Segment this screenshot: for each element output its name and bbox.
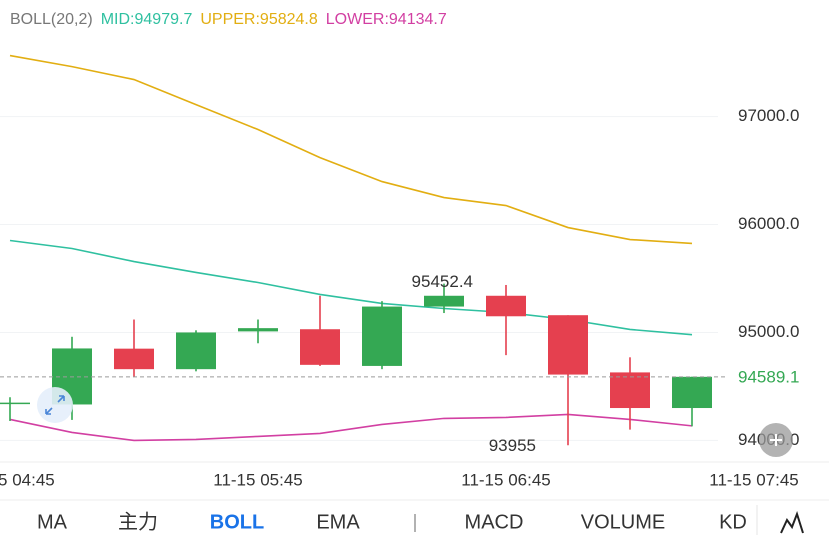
last-price-label: 94589.1 xyxy=(738,367,799,386)
y-tick-label: 96000.0 xyxy=(738,214,799,233)
reset-button[interactable] xyxy=(759,423,793,457)
candle-body xyxy=(238,328,278,332)
indicator-tab[interactable]: BOLL xyxy=(210,511,264,533)
candle-body xyxy=(672,376,712,409)
draw-tool-button[interactable] xyxy=(780,510,804,534)
max-price-label: 95452.4 xyxy=(412,272,473,291)
legend-value: 95824.8 xyxy=(260,11,318,28)
expand-button[interactable] xyxy=(37,387,73,423)
x-tick-label: 11-15 07:45 xyxy=(709,470,798,489)
x-tick-label: 11-15 05:45 xyxy=(213,470,302,489)
legend-name: MID: xyxy=(101,11,135,28)
indicator-legend: BOLL(20,2) MID:94979.7 UPPER:95824.8 LOWER:… xyxy=(10,11,447,28)
x-tick-label: 11-15 04:45 xyxy=(0,470,55,489)
indicator-tab[interactable]: EMA xyxy=(316,511,360,533)
candle-body xyxy=(0,402,30,405)
candle-body xyxy=(486,295,526,317)
grid xyxy=(0,116,718,441)
candle-body xyxy=(176,332,216,370)
indicator-tab[interactable]: MA xyxy=(37,511,68,533)
candle-body xyxy=(114,348,154,370)
indicator-tabs: MA 主力 BOLL EMA MACD VOLUME KD xyxy=(37,510,747,533)
indicator-tab[interactable]: 主力 xyxy=(118,510,158,533)
candle-body xyxy=(424,295,464,307)
min-price-label: 93955 xyxy=(489,436,536,455)
indicator-tab[interactable]: KD xyxy=(719,511,747,533)
band-line xyxy=(9,54,693,245)
legend-value: 94134.7 xyxy=(389,11,447,28)
candle-body xyxy=(548,315,588,375)
y-tick-label: 97000.0 xyxy=(738,106,799,125)
legend-name: LOWER: xyxy=(326,11,389,28)
candle-body xyxy=(362,306,402,366)
last-price-box xyxy=(729,363,829,390)
y-tick-label: 95000.0 xyxy=(738,322,799,341)
x-tick-label: 11-15 06:45 xyxy=(461,470,550,489)
legend-value: 94979.7 xyxy=(135,11,193,28)
band-line xyxy=(9,413,693,442)
indicator-name: BOLL(20,2) xyxy=(10,11,93,28)
candle-body xyxy=(610,372,650,409)
indicator-tab[interactable]: MACD xyxy=(465,511,524,533)
indicator-tab[interactable]: VOLUME xyxy=(581,511,665,533)
candle-body xyxy=(300,329,340,365)
legend-name: UPPER: xyxy=(200,11,260,28)
